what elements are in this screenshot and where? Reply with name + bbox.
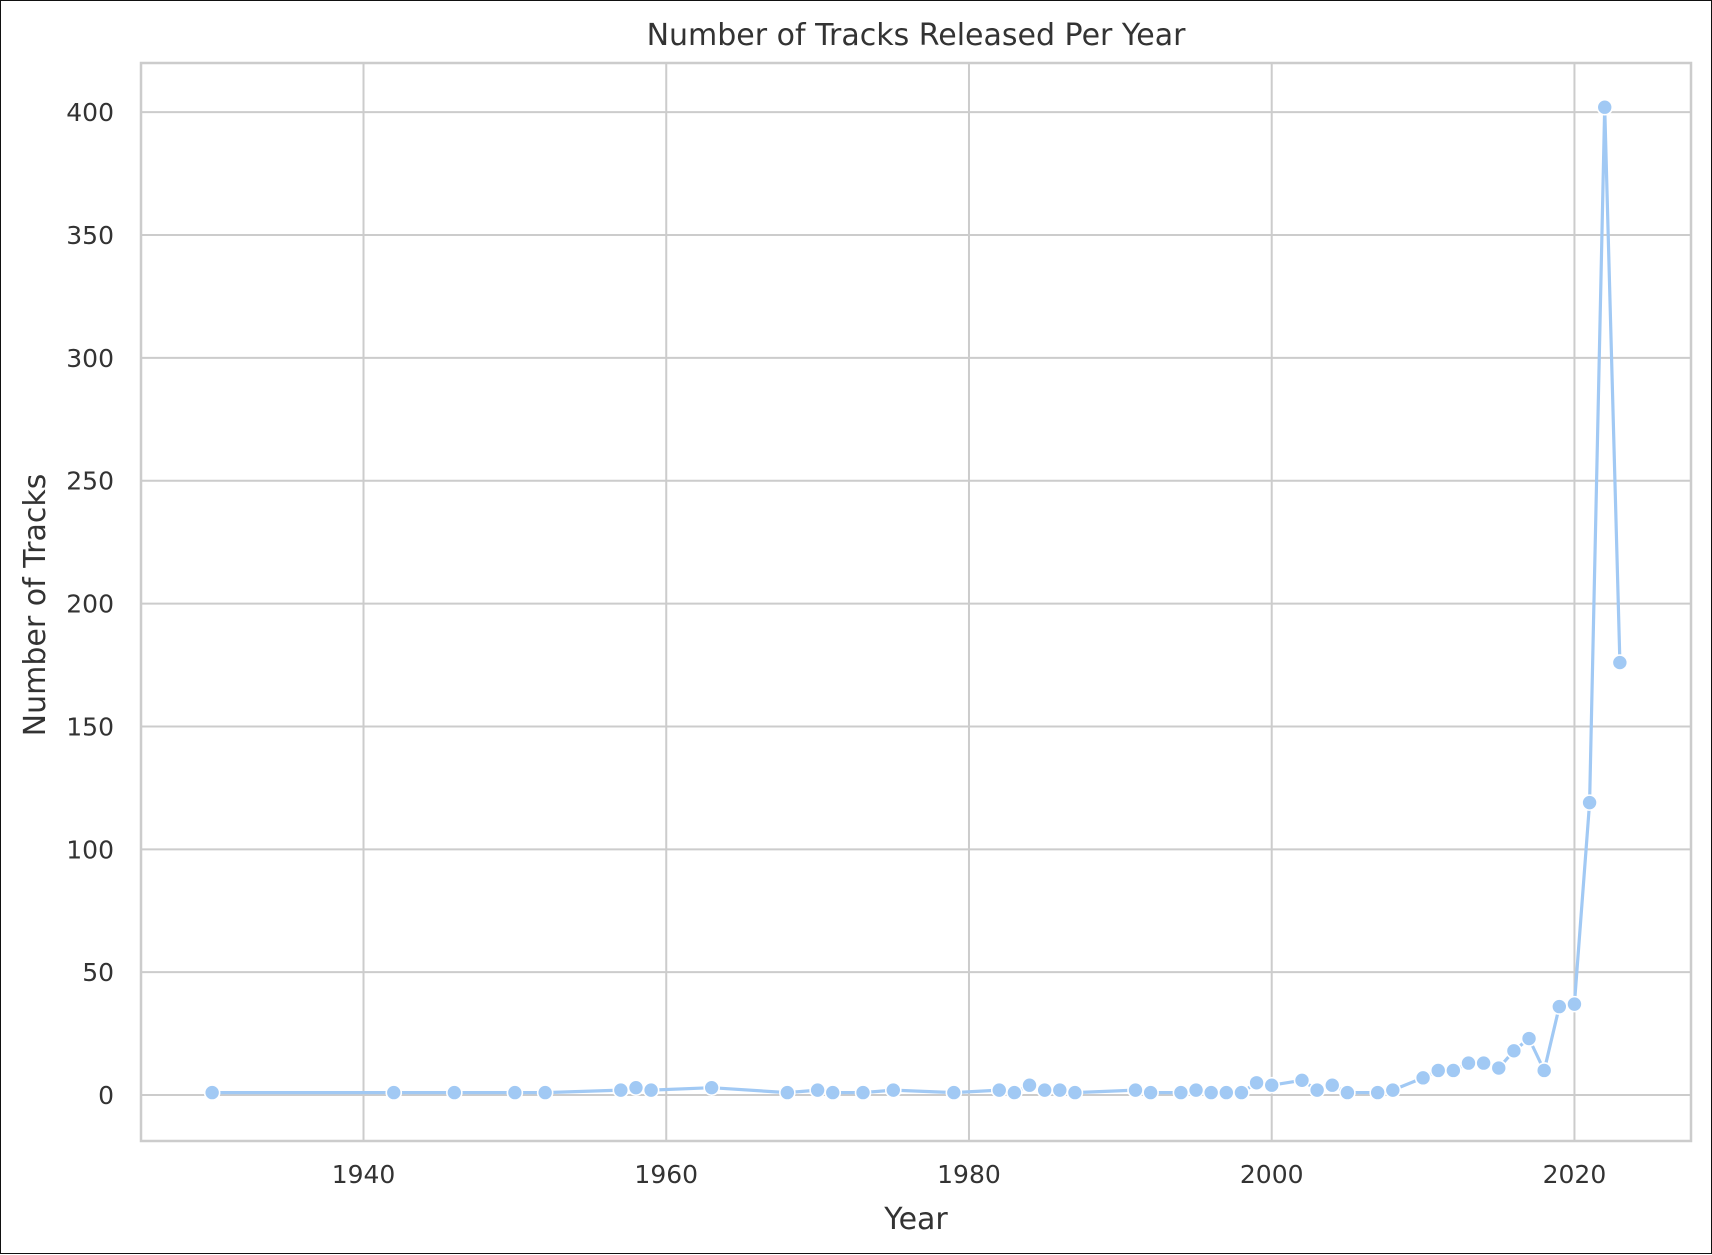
data-point bbox=[1520, 1030, 1538, 1047]
data-point bbox=[1051, 1081, 1069, 1099]
y-tick-labels: 0 50 100 150 200 250 300 350 400 bbox=[66, 98, 114, 1110]
data-point bbox=[1127, 1081, 1144, 1099]
data-point bbox=[1505, 1042, 1523, 1060]
data-point bbox=[536, 1084, 554, 1101]
data-point bbox=[1233, 1084, 1250, 1101]
data-point bbox=[385, 1084, 403, 1101]
data-point bbox=[1475, 1054, 1492, 1072]
plot-border bbox=[139, 61, 1693, 1143]
x-tick-label: 2000 bbox=[1240, 1160, 1304, 1189]
data-point bbox=[1006, 1084, 1023, 1101]
plot-area bbox=[139, 61, 1693, 1143]
x-tick-label: 2020 bbox=[1543, 1160, 1607, 1189]
y-tick-label: 400 bbox=[66, 98, 114, 127]
y-tick-label: 350 bbox=[66, 221, 114, 250]
data-point bbox=[1596, 98, 1614, 116]
data-point bbox=[446, 1084, 463, 1101]
data-point bbox=[1021, 1076, 1038, 1094]
data-point bbox=[506, 1084, 524, 1101]
x-tick-label: 1940 bbox=[332, 1160, 396, 1189]
data-point bbox=[1248, 1074, 1265, 1092]
data-point bbox=[203, 1084, 221, 1101]
x-axis-title: Year bbox=[883, 1202, 948, 1237]
chart-title: Number of Tracks Released Per Year bbox=[647, 18, 1186, 53]
data-point bbox=[1414, 1069, 1432, 1087]
data-point bbox=[1202, 1084, 1220, 1101]
data-point bbox=[1036, 1081, 1053, 1099]
data-point bbox=[1490, 1059, 1508, 1077]
data-point bbox=[642, 1081, 660, 1099]
data-point bbox=[779, 1084, 796, 1101]
data-point bbox=[703, 1079, 720, 1096]
data-point bbox=[1308, 1081, 1326, 1099]
data-point bbox=[1429, 1062, 1447, 1079]
data-point bbox=[1218, 1084, 1235, 1101]
data-point bbox=[1293, 1072, 1311, 1089]
y-tick-label: 0 bbox=[98, 1081, 114, 1110]
data-point bbox=[1323, 1076, 1341, 1094]
data-point bbox=[1142, 1084, 1159, 1101]
data-point bbox=[1263, 1076, 1281, 1094]
data-point bbox=[1172, 1084, 1190, 1101]
data-point bbox=[1369, 1084, 1386, 1101]
data-point bbox=[1339, 1084, 1356, 1101]
data-point bbox=[1551, 998, 1568, 1015]
data-point bbox=[1535, 1062, 1553, 1079]
data-point bbox=[627, 1079, 645, 1096]
x-tick-labels: 1940 1960 1980 2000 2020 bbox=[332, 1160, 1607, 1189]
data-point bbox=[854, 1084, 872, 1101]
series-points-layer bbox=[203, 98, 1629, 1101]
y-axis-title: Number of Tracks bbox=[18, 474, 53, 737]
x-gridlines bbox=[362, 63, 1576, 1141]
x-tick-label: 1960 bbox=[634, 1160, 698, 1189]
y-tick-label: 250 bbox=[66, 467, 114, 496]
y-tick-label: 200 bbox=[66, 590, 114, 619]
data-point bbox=[1445, 1062, 1462, 1079]
data-point bbox=[1460, 1054, 1477, 1072]
data-point bbox=[1384, 1081, 1402, 1099]
data-point bbox=[612, 1081, 630, 1099]
data-point bbox=[1611, 654, 1629, 671]
data-point bbox=[809, 1081, 826, 1099]
y-tick-label: 50 bbox=[82, 958, 114, 987]
data-point bbox=[884, 1081, 902, 1099]
data-point bbox=[1066, 1084, 1084, 1101]
y-tick-label: 100 bbox=[66, 835, 114, 864]
data-point bbox=[1187, 1081, 1205, 1099]
x-tick-label: 1980 bbox=[937, 1160, 1001, 1189]
data-point bbox=[945, 1084, 963, 1101]
data-point bbox=[1581, 794, 1598, 811]
data-point bbox=[824, 1084, 842, 1101]
y-tick-label: 150 bbox=[66, 712, 114, 741]
data-point bbox=[1566, 995, 1583, 1013]
data-point bbox=[990, 1081, 1008, 1099]
y-tick-label: 300 bbox=[66, 344, 114, 373]
